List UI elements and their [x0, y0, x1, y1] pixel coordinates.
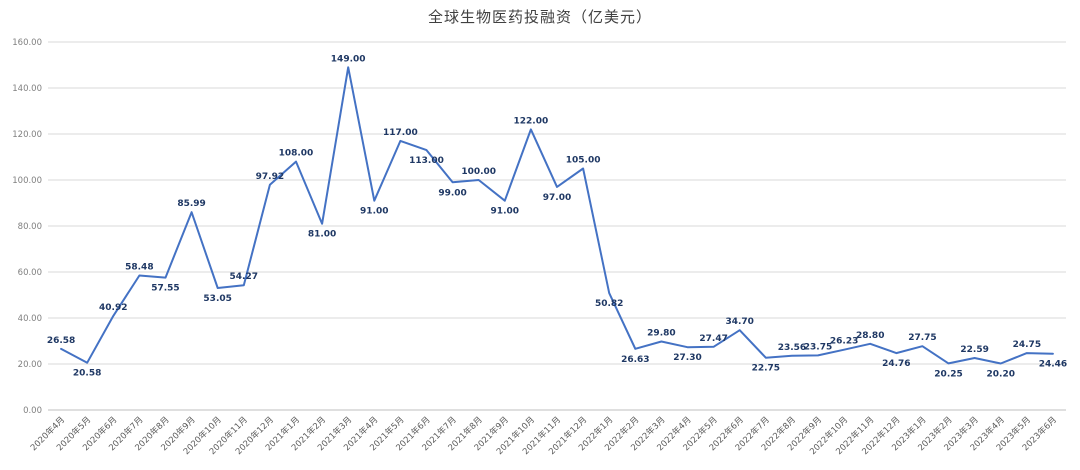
- data-label: 27.47: [699, 334, 727, 344]
- y-axis-tick-label: 100.00: [12, 176, 42, 186]
- data-label: 26.23: [830, 337, 858, 347]
- y-axis-tick-label: 120.00: [12, 130, 42, 140]
- data-label: 97.92: [256, 172, 284, 182]
- data-label: 27.75: [908, 333, 936, 343]
- data-label: 97.00: [543, 193, 571, 203]
- data-label: 108.00: [279, 149, 314, 159]
- data-label: 91.00: [360, 207, 388, 217]
- y-axis-tick-label: 80.00: [18, 222, 42, 232]
- data-label: 23.56: [778, 343, 806, 353]
- data-label: 34.70: [725, 317, 753, 327]
- data-label: 22.75: [752, 364, 780, 374]
- y-axis-labels: 0.00 20.00 40.00 60.00 80.00 100.00 120.00 140.…: [12, 38, 42, 416]
- data-label: 27.30: [673, 353, 701, 363]
- y-axis-tick-label: 60.00: [18, 268, 42, 278]
- y-axis-tick-label: 20.00: [18, 360, 42, 370]
- data-label: 50.82: [595, 299, 623, 309]
- gridlines: [48, 41, 1066, 411]
- data-label: 20.25: [934, 369, 962, 379]
- data-label: 99.00: [438, 188, 466, 198]
- data-label: 149.00: [331, 54, 366, 64]
- data-label: 28.80: [856, 331, 884, 341]
- x-axis-labels: 2020年4月2020年5月2020年6月2020年7月2020年8月2020年…: [28, 414, 1059, 457]
- data-label: 105.00: [566, 156, 601, 166]
- data-label: 117.00: [383, 128, 418, 138]
- data-label: 26.63: [621, 355, 649, 365]
- series-line: [60, 66, 1054, 365]
- data-label: 54.27: [230, 272, 258, 282]
- data-label: 85.99: [177, 199, 205, 209]
- data-label: 122.00: [514, 116, 549, 126]
- y-axis-tick-label: 0.00: [23, 406, 42, 416]
- data-label: 24.75: [1013, 340, 1041, 350]
- y-axis-tick-label: 40.00: [18, 314, 42, 324]
- data-label: 53.05: [203, 294, 231, 304]
- data-label: 24.76: [882, 359, 910, 369]
- data-label: 40.92: [99, 303, 127, 313]
- data-label: 91.00: [491, 207, 519, 217]
- chart-title: 全球生物医药投融资（亿美元）: [427, 8, 652, 26]
- y-axis-tick-label: 140.00: [12, 84, 42, 94]
- data-label: 24.46: [1039, 360, 1067, 370]
- data-label: 58.48: [125, 262, 153, 272]
- data-label: 113.00: [409, 156, 444, 166]
- data-label: 20.20: [987, 370, 1015, 380]
- data-label: 26.58: [47, 336, 75, 346]
- data-label: 23.75: [804, 342, 832, 352]
- data-labels: 26.58 20.58 40.92 58.48 57.55 85.99 53.05 54.27…: [47, 54, 1067, 379]
- y-axis-tick-label: 160.00: [12, 38, 42, 48]
- data-label: 20.58: [73, 369, 101, 379]
- data-label: 100.00: [461, 167, 496, 177]
- data-label: 57.55: [151, 284, 179, 294]
- data-label: 29.80: [647, 328, 675, 338]
- data-label: 22.59: [960, 345, 988, 355]
- data-label: 81.00: [308, 230, 336, 240]
